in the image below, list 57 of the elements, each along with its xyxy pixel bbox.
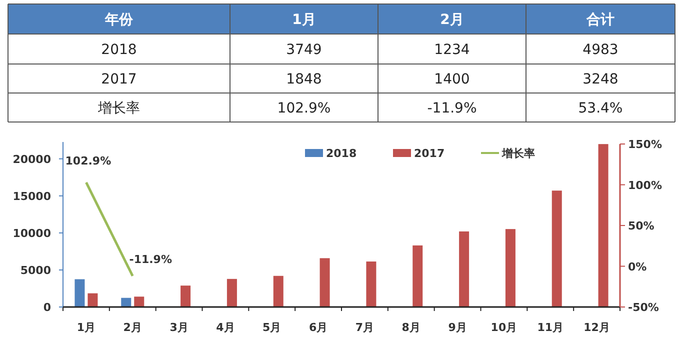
x-tick-label: 3月 (170, 321, 188, 334)
y2-tick-label: -50% (628, 301, 659, 314)
text: 1400 (434, 72, 470, 88)
x-tick-label: 7月 (355, 321, 374, 334)
y2-tick-label: 100% (628, 178, 662, 192)
x-tick-label: 2月 (123, 321, 142, 334)
legend-label: 增长率 (501, 147, 535, 160)
x-tick-label: 4月 (216, 321, 235, 334)
y2-tick-label: 0% (628, 260, 647, 274)
bar (74, 279, 85, 307)
x-tick-label: 6月 (308, 321, 328, 334)
legend-label: 2017 (414, 147, 445, 160)
y-tick-label: 0 (43, 301, 52, 314)
bar (366, 262, 376, 307)
text: 1848 (286, 72, 322, 88)
bar (273, 276, 284, 307)
text: 1234 (434, 42, 470, 58)
x-tick-label: 5月 (262, 321, 282, 334)
bar (88, 293, 98, 307)
x-tick-label: 8月 (402, 321, 420, 334)
category-label: 2017 (101, 72, 137, 88)
bar (459, 231, 470, 307)
y-tick-label: 20000 (12, 152, 52, 166)
y-tick-label: 15000 (12, 190, 52, 203)
x-tick-label: 11月 (537, 321, 564, 334)
bar (412, 245, 423, 307)
category-label: 2018 (101, 42, 137, 58)
bar (134, 296, 144, 307)
category-label: 1月 (292, 12, 316, 28)
bar (320, 258, 330, 307)
x-tick-label: 10月 (490, 321, 518, 334)
x-tick-label: 1月 (76, 321, 96, 334)
data-label: 102.9% (65, 154, 112, 168)
category-label: 2月 (440, 12, 464, 28)
bar (121, 298, 132, 307)
bar (226, 278, 237, 307)
text: 3749 (286, 42, 322, 58)
bar (505, 229, 516, 307)
text: 3248 (582, 72, 618, 88)
category-label: 年份 (104, 12, 134, 28)
text: 102.9% (277, 100, 331, 116)
y2-tick-label: 50% (628, 220, 654, 232)
x-tick-label: 12月 (584, 321, 610, 334)
bar (552, 190, 562, 307)
y-tick-label: 10000 (12, 226, 52, 240)
data-label: -11.9% (129, 252, 172, 266)
text: 4983 (582, 42, 618, 58)
y2-tick-label: 150% (628, 138, 662, 151)
y-tick-label: 5000 (20, 264, 52, 277)
category-label: 增长率 (98, 100, 140, 116)
bar (598, 144, 608, 307)
text: -11.9% (427, 100, 477, 116)
text: 53.4% (578, 100, 623, 116)
category-label: 合计 (586, 12, 614, 28)
x-tick-label: 9月 (448, 321, 467, 334)
legend-label: 2018 (326, 147, 357, 160)
bar (180, 286, 191, 307)
